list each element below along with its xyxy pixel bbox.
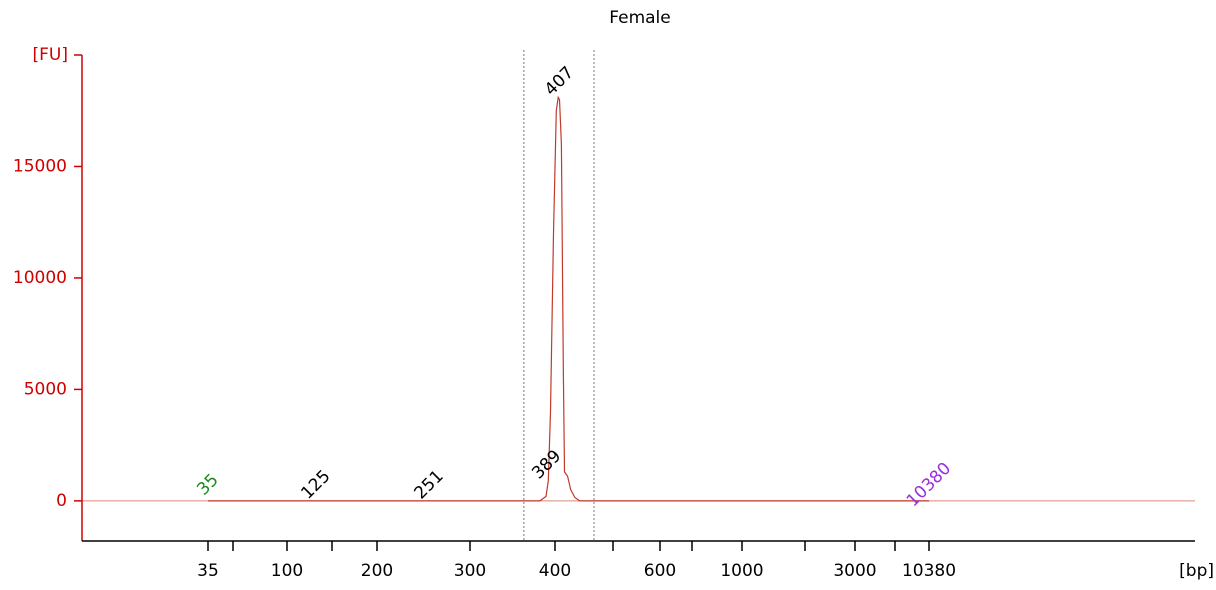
peak-label: 10380 — [903, 459, 955, 511]
y-tick-label: 10000 — [13, 268, 67, 288]
trace — [208, 95, 929, 502]
peak-label: 251 — [411, 466, 448, 503]
peak-label: 35 — [193, 470, 222, 499]
x-tick-label: 35 — [197, 561, 219, 581]
x-tick-label: 100 — [271, 561, 303, 581]
y-tick-label: 15000 — [13, 156, 67, 176]
y-tick-label: 5000 — [24, 379, 67, 399]
chart-title: Female — [609, 8, 670, 28]
x-axis-label: [bp] — [1179, 561, 1214, 581]
x-tick-label: 400 — [539, 561, 571, 581]
peak-label: 389 — [528, 446, 565, 483]
x-tick-label: 200 — [361, 561, 393, 581]
x-tick-label: 10380 — [902, 561, 956, 581]
x-tick-label: 300 — [454, 561, 486, 581]
x-tick-label: 600 — [644, 561, 676, 581]
y-axis-label: [FU] — [33, 45, 69, 65]
peak-label: 407 — [541, 63, 578, 100]
peak-label: 125 — [297, 466, 334, 503]
y-tick-label: 0 — [56, 491, 67, 511]
x-tick-label: 3000 — [833, 561, 876, 581]
x-tick-label: 1000 — [720, 561, 763, 581]
